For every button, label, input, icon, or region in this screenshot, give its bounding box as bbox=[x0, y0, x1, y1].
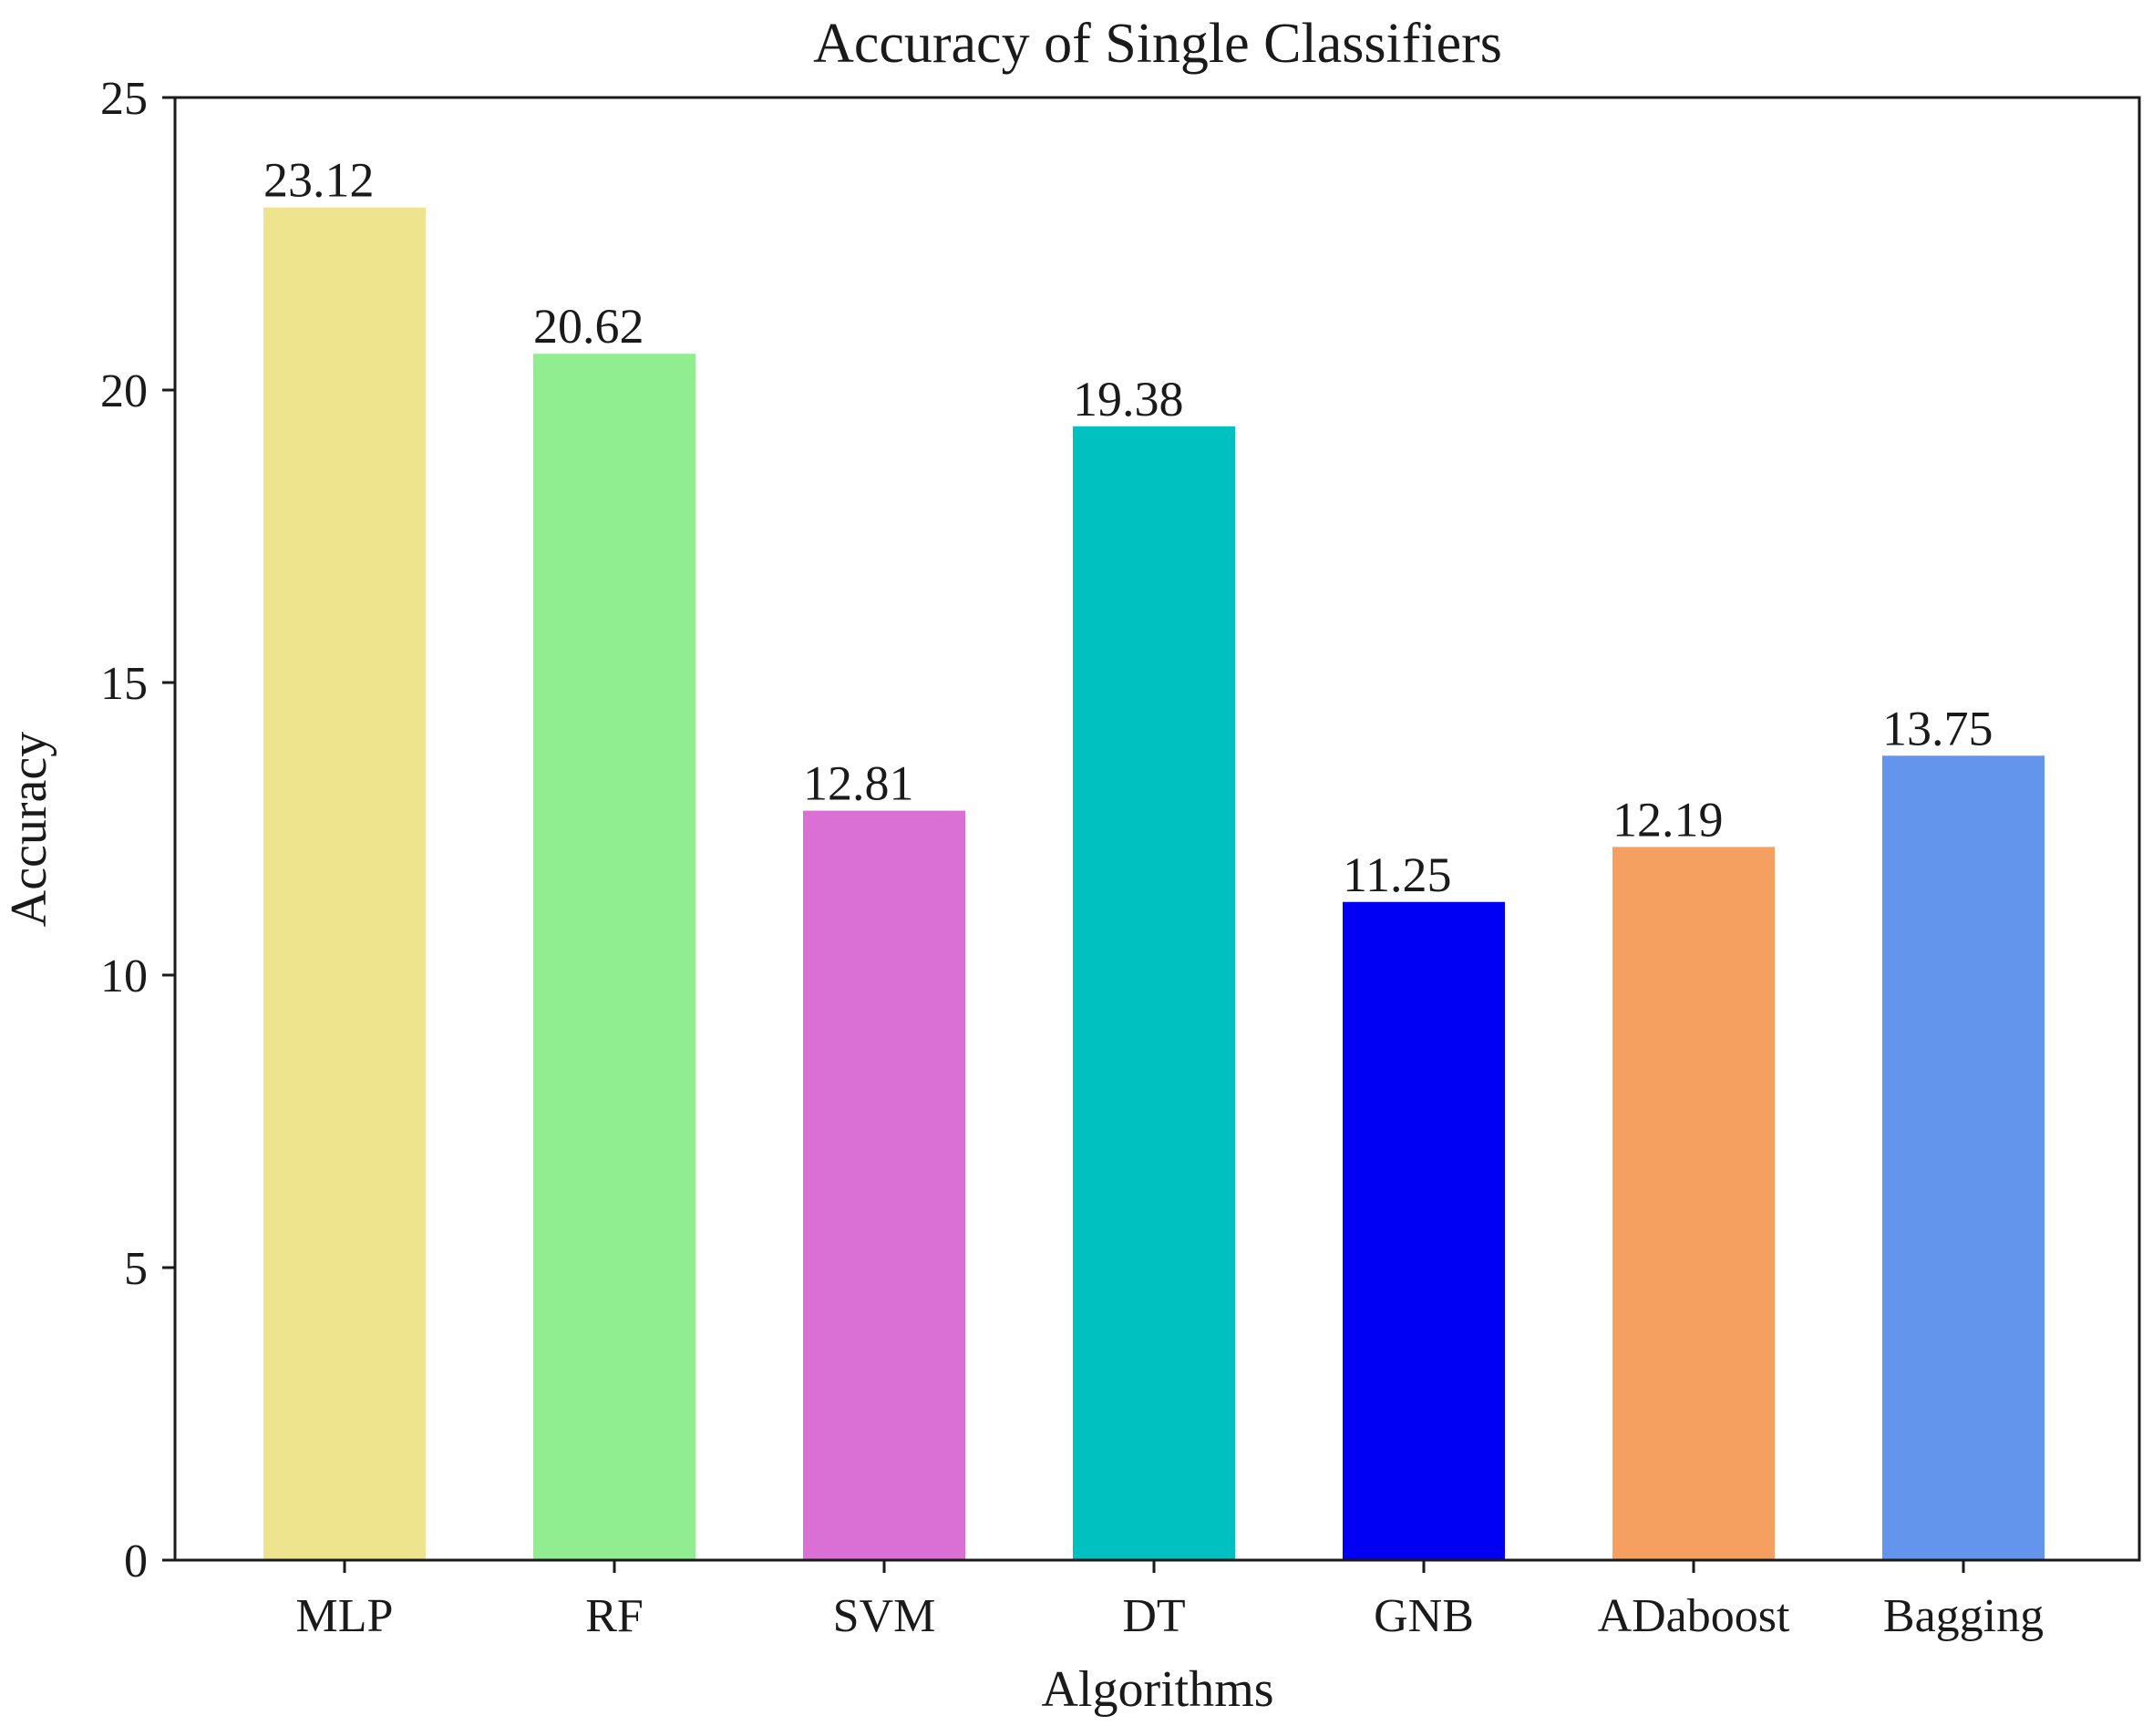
y-axis-label: Accuracy bbox=[1, 732, 57, 928]
value-label-gnb: 11.25 bbox=[1343, 847, 1452, 902]
bar-rf bbox=[533, 354, 695, 1560]
value-labels-group: 23.12 20.62 12.81 19.38 11.25 12.19 13.75 bbox=[263, 153, 1993, 902]
x-axis-ticks: MLP RF SVM DT GNB ADaboost Bagging bbox=[296, 1560, 2044, 1642]
plot-area-frame bbox=[173, 96, 2141, 1562]
x-axis-label: Algorithms bbox=[1041, 1661, 1273, 1718]
value-label-mlp: 23.12 bbox=[263, 153, 375, 208]
value-label-dt: 19.38 bbox=[1073, 372, 1184, 426]
value-label-bagging: 13.75 bbox=[1882, 701, 1993, 755]
x-tick-label-rf: RF bbox=[585, 1590, 644, 1642]
y-tick-label-5: 5 bbox=[124, 1243, 148, 1295]
bar-bagging bbox=[1882, 755, 2045, 1560]
bar-dt bbox=[1073, 426, 1235, 1561]
bar-svm bbox=[803, 810, 965, 1560]
x-tick-label-svm: SVM bbox=[833, 1590, 936, 1642]
y-tick-label-10: 10 bbox=[100, 950, 148, 1002]
y-tick-label-20: 20 bbox=[100, 365, 148, 417]
bar-gnb bbox=[1343, 901, 1505, 1560]
y-axis-ticks: 0 5 10 15 20 25 bbox=[100, 73, 175, 1587]
value-label-svm: 12.81 bbox=[803, 756, 914, 811]
x-tick-label-bagging: Bagging bbox=[1883, 1590, 2044, 1642]
bar-mlp bbox=[263, 207, 426, 1560]
value-label-adaboost: 12.19 bbox=[1612, 792, 1724, 847]
y-tick-label-15: 15 bbox=[100, 658, 148, 710]
bar-adaboost bbox=[1612, 847, 1775, 1560]
bars-group bbox=[263, 207, 2045, 1561]
x-tick-label-dt: DT bbox=[1122, 1590, 1185, 1642]
chart-title: Accuracy of Single Classifiers bbox=[813, 13, 1502, 75]
x-tick-label-adaboost: ADaboost bbox=[1598, 1590, 1790, 1642]
x-tick-label-gnb: GNB bbox=[1374, 1590, 1474, 1642]
value-label-rf: 20.62 bbox=[533, 299, 644, 354]
y-tick-label-25: 25 bbox=[100, 73, 148, 125]
y-tick-label-0: 0 bbox=[124, 1536, 148, 1587]
x-tick-label-mlp: MLP bbox=[296, 1590, 394, 1642]
